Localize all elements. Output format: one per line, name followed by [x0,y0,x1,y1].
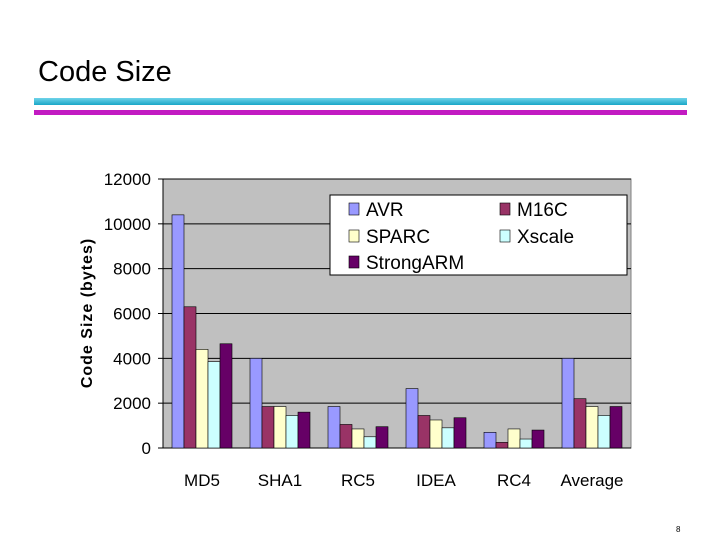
legend-swatch-xscale [499,229,511,243]
title-rule-magenta [34,110,687,115]
y-tick-label: 6000 [113,305,151,324]
x-tick-label: Average [560,471,623,490]
bar-m16c-rc4 [495,442,509,449]
bar-avr-idea [405,388,419,449]
y-tick-label: 8000 [113,260,151,279]
y-axis-title: Code Size (bytes) [79,238,96,388]
bar-sparc-idea [429,419,443,449]
bar-avr-md5 [171,214,185,449]
legend-swatch-m16c [499,202,511,216]
bar-avr-rc4 [483,432,497,449]
bar-strongarm-rc5 [375,426,389,449]
bar-m16c-rc5 [339,424,353,449]
bar-avr-sha1 [249,358,263,449]
bar-strongarm-idea [453,417,467,449]
bar-strongarm-md5 [219,343,233,449]
y-tick-label: 12000 [104,170,151,189]
x-tick-label: IDEA [416,471,456,490]
bar-sparc-md5 [195,349,209,449]
x-tick-label: RC4 [497,471,531,490]
y-tick-label: 0 [142,439,151,458]
legend-swatch-avr [348,202,360,216]
x-tick-label: SHA1 [258,471,302,490]
slide-title: Code Size [38,56,172,88]
x-tick-label: RC5 [341,471,375,490]
x-tick-label: MD5 [184,471,220,490]
bar-xscale-sha1 [285,415,299,449]
legend-box [329,194,628,276]
title-rule-cyan [34,98,687,105]
bar-avr-average [561,358,575,449]
bar-strongarm-sha1 [297,411,311,449]
y-tick-label: 4000 [113,349,151,368]
y-tick-label: 2000 [113,394,151,413]
legend-swatch-strongarm [348,255,360,269]
page-number: 8 [676,525,681,534]
bar-sparc-sha1 [273,406,287,449]
legend-label-m16c: M16C [517,200,568,221]
bar-avr-rc5 [327,406,341,449]
y-tick-label: 10000 [104,215,151,234]
bar-xscale-md5 [207,361,221,449]
bar-xscale-rc4 [519,438,533,449]
bar-xscale-average [597,415,611,449]
bar-m16c-idea [417,415,431,449]
bar-m16c-average [573,398,587,449]
legend-label-sparc: SPARC [366,227,430,248]
bar-strongarm-average [609,406,623,449]
bar-sparc-rc5 [351,428,365,449]
legend-label-strongarm: StrongARM [366,253,464,274]
legend-label-avr: AVR [366,200,404,221]
bar-sparc-rc4 [507,428,521,449]
bar-m16c-sha1 [261,406,275,449]
bar-xscale-idea [441,427,455,449]
bar-strongarm-rc4 [531,429,545,449]
bar-xscale-rc5 [363,436,377,449]
bar-sparc-average [585,406,599,449]
legend-swatch-sparc [348,229,360,243]
bar-m16c-md5 [183,306,197,449]
legend-label-xscale: Xscale [517,227,574,248]
